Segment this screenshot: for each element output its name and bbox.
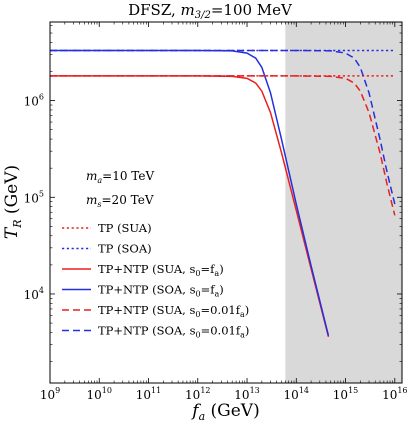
legend-label: TP+NTP (SOA, s0=0.01fa) xyxy=(98,324,249,340)
x-tick-label: 1013 xyxy=(234,386,259,402)
series-line-6 xyxy=(50,49,396,205)
plot-frame xyxy=(49,21,403,384)
y-axis-label: TR (GeV) xyxy=(2,165,24,239)
legend-label: TP+NTP (SOA, s0=fa) xyxy=(98,283,224,299)
series-layer xyxy=(50,49,396,338)
legend: TP (SUA) TP (SOA) TP+NTP (SUA, s0=fa) TP+NT… xyxy=(62,221,249,340)
y-tick-label: 105 xyxy=(24,189,44,205)
x-tick-label: 1014 xyxy=(284,386,309,402)
annotation-1: ma=10 TeV xyxy=(86,169,154,185)
x-tick-label: 1015 xyxy=(333,386,358,402)
legend-label: TP+NTP (SUA, s0=0.01fa) xyxy=(98,303,249,319)
x-tick-label: 1012 xyxy=(185,386,210,402)
x-tick-label: 1010 xyxy=(87,386,112,402)
excluded-region xyxy=(285,22,402,383)
y-axis-ticks: 104 105 106 xyxy=(24,25,402,362)
annotation-2: ms=20 TeV xyxy=(86,193,154,209)
legend-label: TP+NTP (SUA, s0=fa) xyxy=(98,262,224,278)
plot-area xyxy=(50,22,402,383)
legend-label: TP (SOA) xyxy=(98,242,152,256)
legend-label: TP (SUA) xyxy=(98,221,152,235)
y-tick-label: 104 xyxy=(24,286,44,302)
x-axis-label: fa (GeV) xyxy=(190,401,259,423)
x-axis-ticks: 109 1010 1011 1012 1013 1014 1015 1016 xyxy=(40,22,408,402)
x-tick-label: 109 xyxy=(40,386,60,402)
y-tick-label: 106 xyxy=(24,93,44,109)
x-tick-label: 1011 xyxy=(136,386,161,402)
series-line-5 xyxy=(50,75,396,216)
x-tick-label: 1016 xyxy=(382,386,407,402)
chart-title: DFSZ, m3/2=100 MeV xyxy=(128,1,293,21)
parameter-annotations: ma=10 TeV ms=20 TeV xyxy=(86,169,154,209)
